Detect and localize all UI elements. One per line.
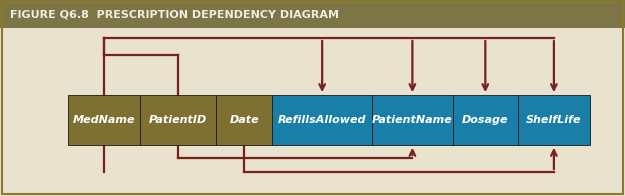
Bar: [372, 95, 453, 145]
Bar: [68, 95, 140, 145]
Text: FIGURE Q6.8  PRESCRIPTION DEPENDENCY DIAGRAM: FIGURE Q6.8 PRESCRIPTION DEPENDENCY DIAG…: [10, 9, 339, 19]
Text: Date: Date: [229, 115, 259, 125]
Bar: [140, 95, 216, 145]
Text: PatientName: PatientName: [372, 115, 452, 125]
Bar: [216, 95, 272, 145]
Text: ShelfLife: ShelfLife: [526, 115, 582, 125]
Text: Dosage: Dosage: [462, 115, 509, 125]
Bar: [518, 95, 590, 145]
Bar: [272, 95, 372, 145]
Text: RefillsAllowed: RefillsAllowed: [278, 115, 366, 125]
Text: MedName: MedName: [73, 115, 136, 125]
Bar: [453, 95, 518, 145]
Text: PatientID: PatientID: [149, 115, 208, 125]
Bar: [0, 0, 625, 28]
